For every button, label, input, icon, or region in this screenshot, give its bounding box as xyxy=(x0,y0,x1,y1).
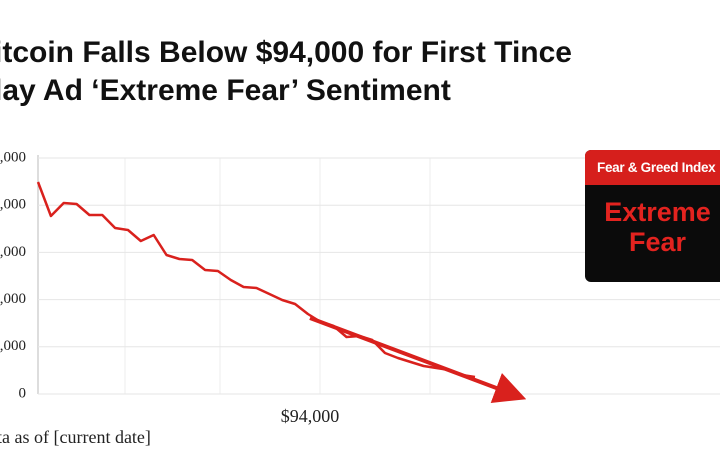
y-tick-label: ,000 xyxy=(0,149,26,165)
footnote: ta as of [current date] xyxy=(0,427,151,447)
chart-title: itcoin Falls Below $94,000 for First Tin… xyxy=(0,36,572,69)
y-tick-label: 0 xyxy=(19,385,27,401)
y-tick-label: ,000 xyxy=(0,338,26,354)
trend-arrow xyxy=(309,316,527,403)
y-tick-label: ,000 xyxy=(0,197,26,213)
panel-value: Extreme Fear xyxy=(604,197,711,257)
vertical-grid xyxy=(124,158,431,394)
panel-title: Fear & Greed Index xyxy=(585,150,720,185)
price-line xyxy=(36,181,476,379)
x-axis-label: $94,000 xyxy=(281,406,340,426)
fear-greed-panel: Fear & Greed Index Extreme Fear xyxy=(585,150,720,282)
chart-subtitle: lay Ad ‘Extreme Fear’ Sentiment xyxy=(0,74,451,107)
y-tick-label: ,000 xyxy=(0,244,26,260)
y-tick-label: ,000 xyxy=(0,291,26,307)
